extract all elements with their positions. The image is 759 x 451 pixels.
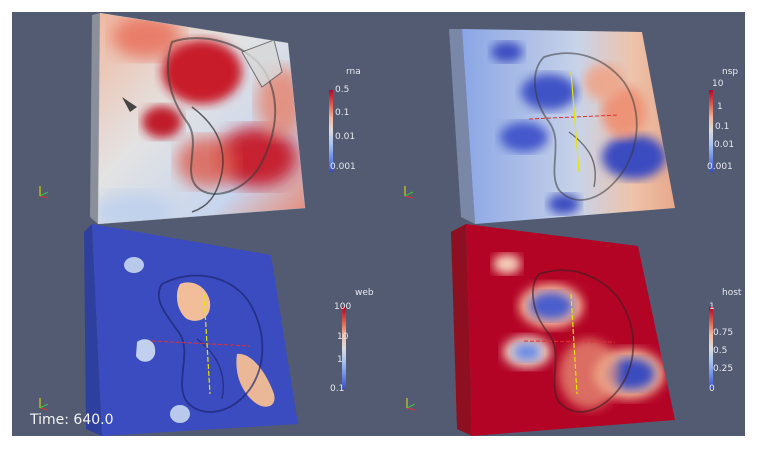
colorbar-tick: 0.1 xyxy=(335,108,350,118)
time-annotation: Time: 640.0 xyxy=(30,412,114,428)
orientation-axes-icon xyxy=(406,398,416,411)
colorbar-title: rna xyxy=(346,67,361,77)
colorbar-tick: 100 xyxy=(334,302,352,312)
colorbar-tick: 0.001 xyxy=(707,162,733,172)
colorbar-tick: 0.25 xyxy=(713,364,734,374)
colorbar-tick: 1 xyxy=(337,355,343,365)
colorbar-tick: 1 xyxy=(709,302,715,312)
host-render xyxy=(451,224,713,436)
orientation-axes-icon xyxy=(404,186,414,199)
orientation-axes-icon xyxy=(39,186,49,199)
nsp-render xyxy=(449,29,713,224)
colorbar-tick: 10 xyxy=(337,332,349,342)
web-render xyxy=(84,224,346,436)
colorbar-tick: 0.1 xyxy=(715,122,730,132)
colorbar-tick: 0.01 xyxy=(335,132,356,142)
colorbar-tick: 0.01 xyxy=(714,140,735,150)
orientation-axes-icon xyxy=(39,398,49,411)
colorbar-tick: 0.001 xyxy=(330,162,356,172)
colorbar-title: host xyxy=(722,288,742,298)
colorbar-nsp xyxy=(709,90,713,172)
render-viewport[interactable]: rna 0.5 0.1 0.01 0.001 xyxy=(12,12,745,436)
colorbar-tick: 0.5 xyxy=(713,346,728,356)
colorbar-tick: 0.5 xyxy=(335,85,350,95)
colorbar-web xyxy=(342,307,346,389)
view-rna[interactable]: rna 0.5 0.1 0.01 0.001 xyxy=(12,12,378,224)
colorbar-rna xyxy=(329,90,333,172)
colorbar-title: web xyxy=(355,288,374,298)
colorbar-tick: 1 xyxy=(717,102,723,112)
colorbar-tick: 0.75 xyxy=(713,328,734,338)
colorbar-host xyxy=(709,307,713,389)
colorbar-tick: 0.1 xyxy=(330,384,345,394)
view-host[interactable]: host 1 0.75 0.5 0.25 0 xyxy=(379,224,745,436)
colorbar-tick: 0 xyxy=(709,384,715,394)
rna-render xyxy=(90,12,333,224)
view-web[interactable]: web 100 10 1 0.1 xyxy=(12,224,378,436)
colorbar-tick: 10 xyxy=(712,79,724,89)
view-nsp[interactable]: nsp 10 1 0.1 0.01 0.001 xyxy=(379,12,745,224)
colorbar-title: nsp xyxy=(722,67,739,77)
